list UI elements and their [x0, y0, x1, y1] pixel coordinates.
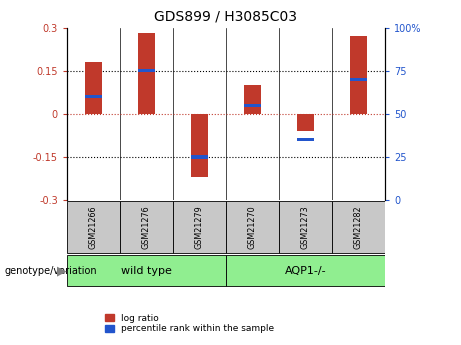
Text: genotype/variation: genotype/variation [5, 266, 97, 276]
FancyBboxPatch shape [226, 201, 278, 253]
Text: GSM21279: GSM21279 [195, 205, 204, 249]
Bar [191, 114, 208, 177]
Text: wild type: wild type [121, 266, 172, 276]
Text: GSM21273: GSM21273 [301, 205, 310, 249]
Text: GSM21270: GSM21270 [248, 205, 257, 249]
Bar [191, 155, 208, 159]
Text: GSM21276: GSM21276 [142, 205, 151, 249]
Bar [297, 138, 314, 141]
Bar [85, 95, 102, 98]
Text: GSM21266: GSM21266 [89, 205, 98, 249]
Text: GSM21282: GSM21282 [354, 205, 363, 249]
FancyBboxPatch shape [226, 255, 384, 286]
Legend: log ratio, percentile rank within the sample: log ratio, percentile rank within the sa… [101, 310, 278, 337]
Title: GDS899 / H3085C03: GDS899 / H3085C03 [154, 10, 297, 24]
Text: AQP1-/-: AQP1-/- [284, 266, 326, 276]
FancyBboxPatch shape [120, 201, 172, 253]
Bar [350, 78, 367, 81]
Bar [350, 36, 367, 114]
Bar [297, 114, 314, 131]
FancyBboxPatch shape [279, 201, 331, 253]
Bar [138, 33, 155, 114]
Bar [85, 62, 102, 114]
FancyBboxPatch shape [67, 255, 225, 286]
Text: ▶: ▶ [58, 264, 67, 277]
FancyBboxPatch shape [67, 201, 119, 253]
Bar [244, 85, 261, 114]
FancyBboxPatch shape [173, 201, 225, 253]
Bar [244, 104, 261, 107]
FancyBboxPatch shape [332, 201, 384, 253]
Bar [138, 69, 155, 72]
